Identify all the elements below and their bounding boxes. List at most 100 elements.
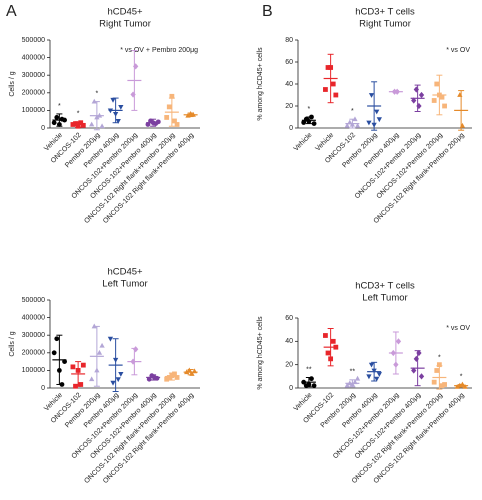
data-point xyxy=(376,372,382,377)
y-tick-label: 20 xyxy=(285,362,293,369)
data-point xyxy=(164,115,170,120)
data-point xyxy=(94,367,100,373)
data-point xyxy=(169,373,175,379)
y-tick-label: 60 xyxy=(285,59,293,66)
data-point xyxy=(333,92,339,98)
y-tick-label: 0 xyxy=(41,125,45,132)
data-point xyxy=(374,376,380,382)
data-point xyxy=(115,377,121,383)
data-point xyxy=(354,375,361,381)
y-axis-label: % among hCD45+ cells xyxy=(257,47,264,121)
y-axis-label: Cells / g xyxy=(9,331,16,356)
data-point xyxy=(189,371,195,376)
data-point xyxy=(394,88,400,95)
data-point xyxy=(376,117,382,123)
annotation: * vs OV + Pembro 200μg xyxy=(120,47,198,54)
data-point xyxy=(330,81,336,87)
data-point xyxy=(185,112,191,118)
y-tick-label: 40 xyxy=(285,338,293,345)
x-tick-label: Vehicle xyxy=(314,132,335,153)
data-point xyxy=(442,382,447,387)
data-point xyxy=(306,382,312,387)
data-point xyxy=(62,359,67,364)
data-point xyxy=(70,364,76,370)
data-point xyxy=(73,121,78,126)
data-point xyxy=(344,122,350,128)
data-point xyxy=(80,362,86,368)
data-point xyxy=(352,116,358,122)
data-point xyxy=(89,121,95,127)
data-point xyxy=(374,109,380,115)
data-point xyxy=(172,371,177,377)
chart-subtitle: Left Tumor xyxy=(102,279,147,290)
y-tick-label: 0 xyxy=(289,125,293,132)
significance-star: * xyxy=(58,103,61,110)
data-point xyxy=(146,376,152,382)
y-axis-label: % among hCD45+ cells xyxy=(257,316,264,390)
data-point xyxy=(56,122,62,127)
data-point xyxy=(323,333,328,338)
data-point xyxy=(110,97,116,103)
data-point xyxy=(301,120,307,125)
data-point xyxy=(112,112,119,117)
chart-title: hCD3+ T cells xyxy=(355,7,415,18)
chart-title: hCD3+ T cells xyxy=(355,281,415,292)
data-point xyxy=(390,349,396,357)
data-point xyxy=(115,119,121,124)
data-point xyxy=(354,122,361,128)
significance-star: * xyxy=(96,90,99,97)
y-tick-label: 500000 xyxy=(22,297,45,304)
data-point xyxy=(418,373,425,380)
significance-star: ** xyxy=(306,366,312,373)
data-point xyxy=(56,368,62,373)
significance-star: ** xyxy=(350,369,356,376)
x-tick-label: Vehicle xyxy=(293,132,314,153)
data-point xyxy=(457,92,463,97)
chart-subtitle: Right Tumor xyxy=(99,19,151,30)
data-point xyxy=(311,121,317,126)
data-point xyxy=(442,103,447,109)
data-point xyxy=(118,372,124,377)
data-point xyxy=(174,375,180,380)
chart-subtitle: Right Tumor xyxy=(359,19,411,30)
y-tick-label: 200000 xyxy=(22,350,45,357)
y-tick-label: 500000 xyxy=(22,37,45,44)
annotation: * vs OV xyxy=(446,325,470,332)
data-point xyxy=(309,114,314,120)
data-point xyxy=(91,98,97,104)
data-point xyxy=(75,123,81,129)
data-point xyxy=(130,358,136,365)
data-point xyxy=(191,368,198,374)
data-point xyxy=(75,368,81,373)
y-axis-label: Cells / g xyxy=(9,71,16,96)
data-point xyxy=(78,382,84,387)
data-point xyxy=(112,357,119,363)
data-point xyxy=(155,119,161,125)
data-point xyxy=(436,362,442,368)
data-point xyxy=(395,338,402,345)
data-point xyxy=(309,376,314,382)
data-point xyxy=(186,367,192,373)
data-point xyxy=(368,362,375,368)
chart-title: hCD45+ xyxy=(107,267,143,278)
data-point xyxy=(54,115,60,120)
data-point xyxy=(107,336,114,342)
data-point xyxy=(172,118,177,124)
chart-subtitle: Left Tumor xyxy=(362,293,407,304)
data-point xyxy=(78,120,84,126)
y-tick-label: 20 xyxy=(285,103,293,110)
data-point xyxy=(459,122,466,128)
data-point xyxy=(118,104,124,110)
data-point xyxy=(418,91,425,99)
data-point xyxy=(439,383,445,389)
y-tick-label: 60 xyxy=(285,315,293,322)
data-point xyxy=(96,349,103,355)
data-point xyxy=(347,119,353,125)
data-point xyxy=(436,92,442,98)
data-point xyxy=(330,338,336,344)
data-point xyxy=(174,122,180,127)
data-point xyxy=(154,375,160,381)
data-point xyxy=(411,97,417,104)
data-point xyxy=(349,121,356,127)
